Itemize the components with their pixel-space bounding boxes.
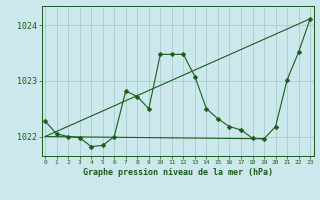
X-axis label: Graphe pression niveau de la mer (hPa): Graphe pression niveau de la mer (hPa) bbox=[83, 168, 273, 177]
